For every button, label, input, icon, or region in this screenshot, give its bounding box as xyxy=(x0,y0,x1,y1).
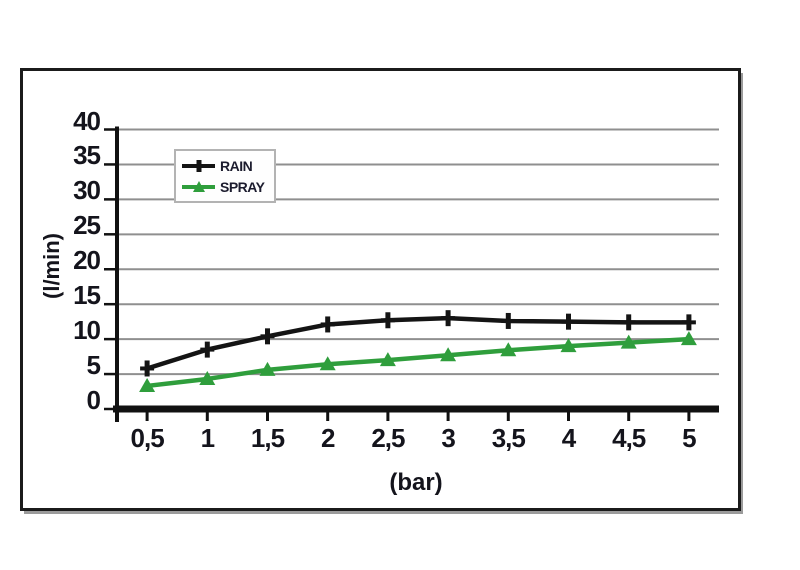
y-tick-label: 35 xyxy=(73,140,101,171)
x-tick-label: 4 xyxy=(561,423,576,453)
triangle-marker xyxy=(500,342,517,357)
triangle-marker xyxy=(620,334,637,349)
y-tick-label: 40 xyxy=(73,105,101,136)
legend-marker-plus-icon xyxy=(182,159,215,172)
x-axis-line xyxy=(113,405,719,413)
y-tick-label: 10 xyxy=(73,315,101,346)
x-tick-label: 3,5 xyxy=(491,423,526,453)
x-tick-label: 0,5 xyxy=(130,423,165,453)
x-tick-label: 1 xyxy=(200,423,215,453)
y-axis-line xyxy=(115,126,119,422)
y-tick-label: 0 xyxy=(86,385,101,415)
x-tick-label: 5 xyxy=(682,423,696,453)
legend: RAIN SPRAY xyxy=(174,149,276,203)
chart-frame xyxy=(20,68,741,511)
y-tick-label: 20 xyxy=(73,245,101,276)
series-line-spray xyxy=(146,336,690,389)
legend-label: RAIN xyxy=(220,157,253,174)
x-tick-label: 1,5 xyxy=(250,423,285,453)
triangle-marker xyxy=(319,356,336,371)
triangle-marker xyxy=(139,377,156,392)
x-tick-label: 2,5 xyxy=(371,423,405,453)
y-tick-label: 15 xyxy=(73,280,101,311)
legend-marker-triangle-up-icon xyxy=(182,180,215,192)
triangle-marker xyxy=(379,352,396,367)
legend-item-rain: RAIN xyxy=(181,157,274,175)
x-tick-label: 2 xyxy=(320,423,335,453)
triangle-marker xyxy=(259,361,276,376)
y-tick-label: 5 xyxy=(86,350,101,381)
triangle-marker xyxy=(680,331,697,346)
y-tick-label: 25 xyxy=(73,210,101,241)
x-tick-label: 3 xyxy=(441,423,455,453)
y-tick-label: 30 xyxy=(73,175,101,206)
legend-item-spray: SPRAY xyxy=(181,178,274,196)
x-axis-title: (bar) xyxy=(389,469,443,496)
series-line-rain xyxy=(146,315,689,371)
y-axis-title: (l/min) xyxy=(39,233,64,299)
x-tick-label: 4,5 xyxy=(612,423,646,453)
legend-label: SPRAY xyxy=(220,178,265,195)
triangle-marker xyxy=(560,338,577,353)
triangle-marker xyxy=(199,370,216,385)
triangle-marker xyxy=(440,347,457,362)
